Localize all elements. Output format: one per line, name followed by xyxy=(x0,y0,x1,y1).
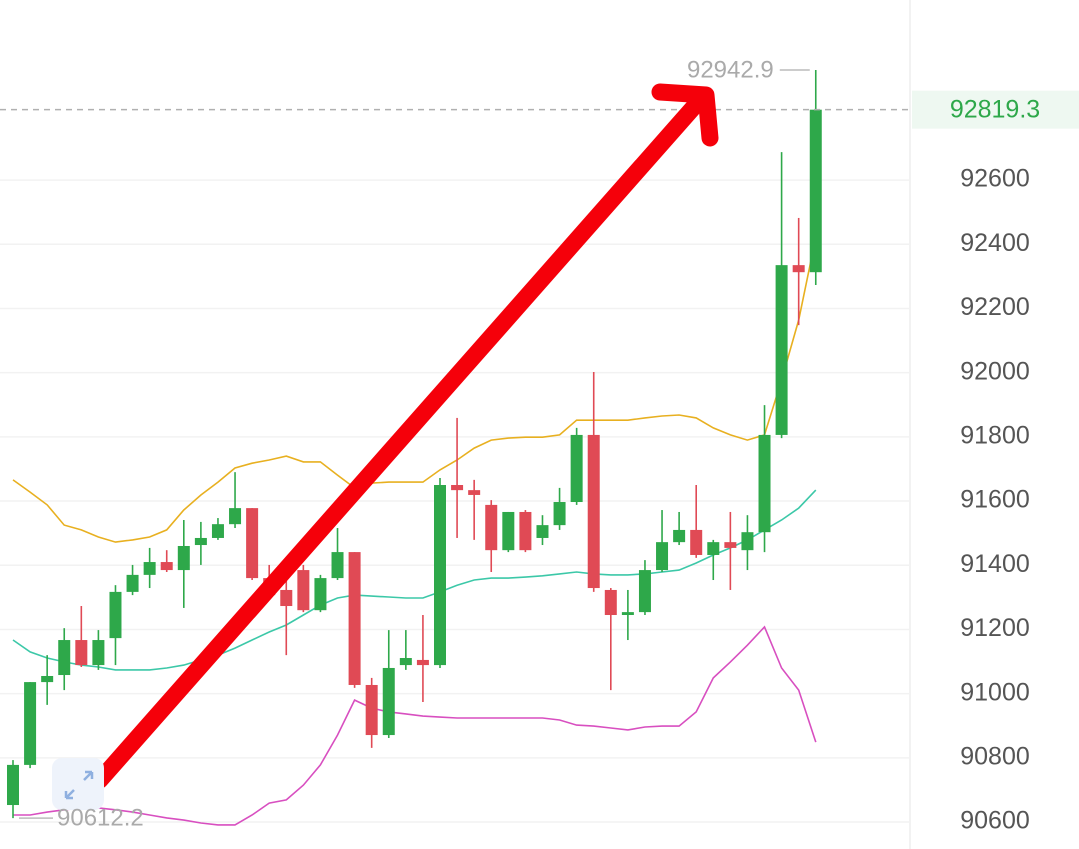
candle-body xyxy=(690,529,703,555)
candle-body xyxy=(160,562,173,571)
y-tick-label: 91000 xyxy=(960,678,1030,706)
candle-body xyxy=(143,562,156,575)
last-price-box xyxy=(912,90,1079,129)
candle-body xyxy=(365,684,378,736)
candle-body xyxy=(92,640,105,666)
candle-body xyxy=(502,511,515,551)
band-line xyxy=(12,489,817,671)
candle-body xyxy=(109,591,122,639)
candle-body xyxy=(809,109,822,273)
candle-body xyxy=(297,570,310,611)
candle-body xyxy=(485,504,498,551)
icon-arrows xyxy=(64,770,94,800)
arrow-head xyxy=(651,83,719,147)
candle-body xyxy=(656,542,669,571)
candle-body xyxy=(775,265,788,435)
low-label: 90612.2 xyxy=(57,804,144,831)
candle-body xyxy=(246,508,259,579)
y-tick-label: 90600 xyxy=(960,807,1030,835)
candle-body xyxy=(24,682,37,765)
candle-body xyxy=(638,570,651,613)
candle-body xyxy=(126,574,139,592)
y-tick-label: 91200 xyxy=(960,614,1030,642)
candle-body xyxy=(416,659,429,666)
candle-body xyxy=(519,511,532,551)
candle-body xyxy=(382,667,395,736)
y-tick-label: 92600 xyxy=(960,165,1030,193)
candle-body xyxy=(75,640,88,666)
annotation-arrow xyxy=(91,83,719,789)
arrow-shaft xyxy=(91,91,709,789)
candle-body xyxy=(604,589,617,616)
candle-body xyxy=(451,485,464,491)
high-label: 92942.9 xyxy=(687,56,774,83)
candle-body xyxy=(536,525,549,538)
expand-icon xyxy=(52,758,104,810)
band-line xyxy=(12,237,817,543)
candle-body xyxy=(348,552,361,685)
candle-body xyxy=(621,612,634,616)
y-tick-label: 91600 xyxy=(960,486,1030,514)
candle-body xyxy=(399,658,412,666)
last-price-label: 92819.3 xyxy=(950,95,1040,123)
candle-body xyxy=(177,545,190,571)
plot xyxy=(0,69,910,826)
candle-body xyxy=(758,434,771,533)
candle-body xyxy=(7,764,19,806)
band-line xyxy=(13,625,817,826)
candle-body xyxy=(724,542,737,548)
candle-body xyxy=(741,532,754,551)
candle-body xyxy=(707,542,720,555)
candle-body xyxy=(570,434,583,503)
candle-body xyxy=(41,675,54,683)
y-tick-label: 91400 xyxy=(960,550,1030,578)
y-tick-label: 90800 xyxy=(960,742,1030,770)
candle-body xyxy=(587,434,600,589)
candle-body xyxy=(673,529,686,543)
candle-body xyxy=(434,485,446,666)
candle-body xyxy=(331,552,344,579)
candle-body xyxy=(468,490,481,495)
candle-body xyxy=(58,640,71,676)
candle-body xyxy=(792,265,805,273)
y-tick-label: 92400 xyxy=(960,229,1030,257)
candle-body xyxy=(553,502,566,526)
y-tick-label: 92000 xyxy=(960,357,1030,385)
y-tick-label: 91800 xyxy=(960,421,1030,449)
icon-bg xyxy=(52,758,104,810)
candle-body xyxy=(280,589,293,607)
candle-body xyxy=(194,537,207,546)
candle-body xyxy=(211,524,224,538)
candle-body xyxy=(229,508,242,525)
y-tick-label: 92200 xyxy=(960,293,1030,321)
candle-body xyxy=(314,578,327,611)
